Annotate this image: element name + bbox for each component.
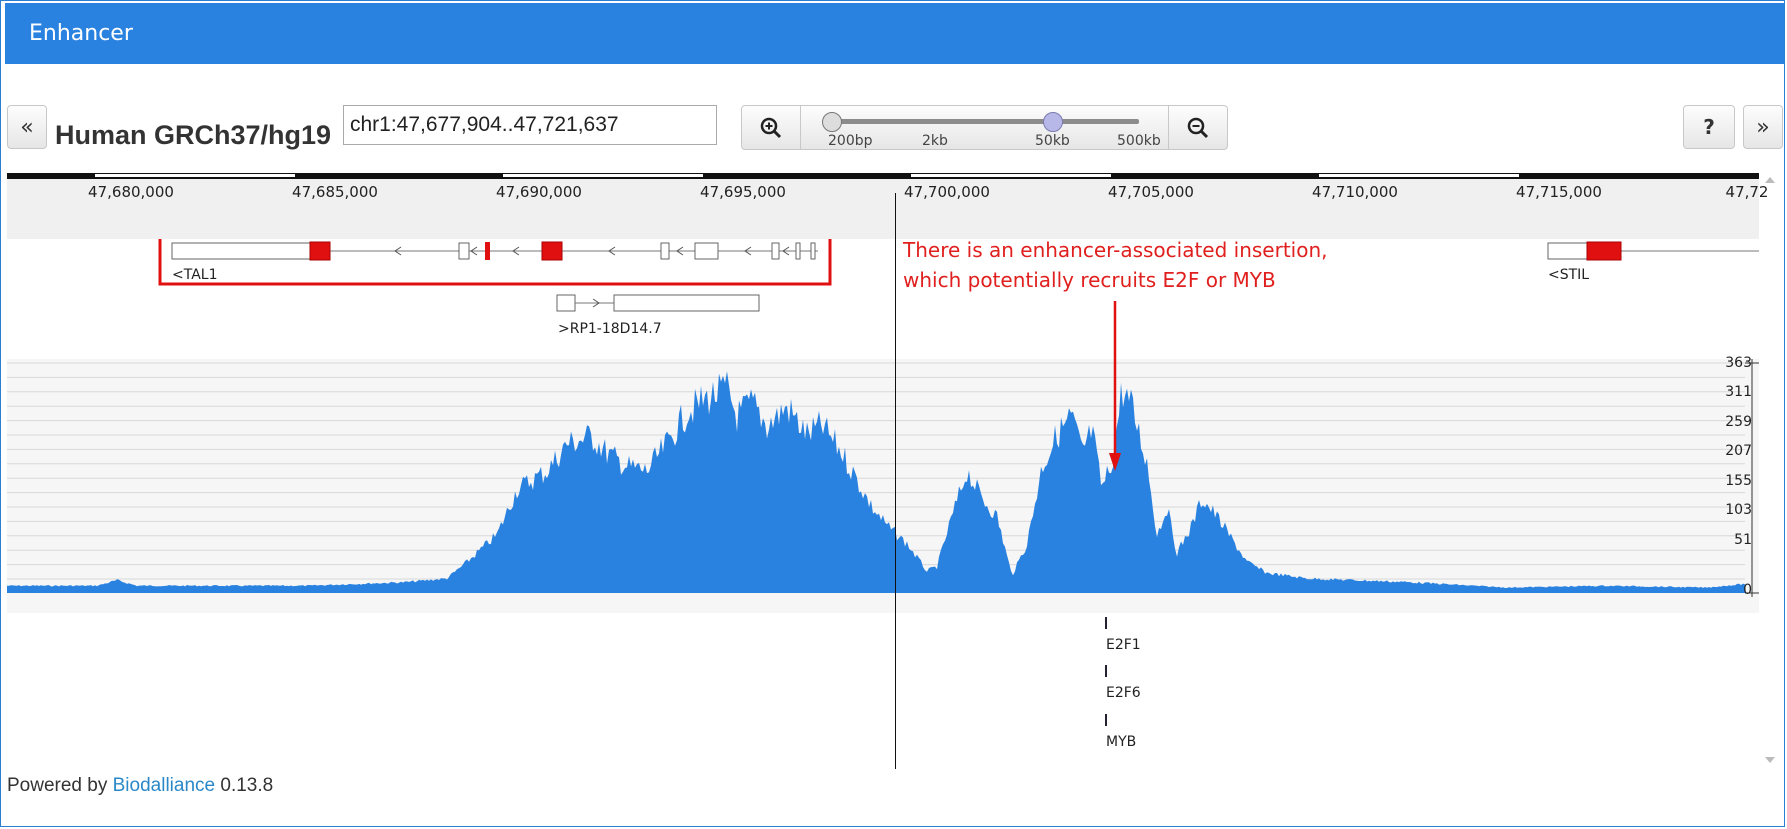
help-icon: ? [1703,115,1715,139]
genome-label: Human GRCh37/hg19 [55,120,332,150]
ruler-label: 47,705,000 [1108,183,1194,201]
y-tick: 51 [1734,532,1752,548]
ruler-label: 47,700,000 [904,183,990,201]
scroll-down-icon[interactable] [1759,753,1781,767]
y-tick: 311 [1725,384,1752,400]
ruler-label: 47,685,000 [292,183,378,201]
scroll-right-button[interactable]: » [1743,105,1783,149]
zoom-in-button[interactable] [742,106,801,149]
tf-label-e2f1: E2F1 [1106,637,1141,653]
y-tick: 363 [1725,355,1752,371]
annotation-arrow [1109,301,1121,471]
footer: Powered by Biodalliance 0.13.8 [7,775,273,797]
center-line [895,193,896,769]
tf-label-myb: MYB [1106,734,1137,750]
gene-label-tal1: <TAL1 [172,267,218,283]
annotation-line-1: There is an enhancer-associated insertio… [903,238,1328,262]
ruler-bar [7,173,1759,179]
signal-track [7,359,1759,613]
y-axis [1745,359,1759,597]
location-input[interactable] [343,105,717,145]
scroll-left-button[interactable]: « [7,105,47,149]
y-tick: 155 [1725,473,1752,489]
gene-rp1[interactable] [556,294,760,312]
tf-label-e2f6: E2F6 [1106,685,1141,701]
y-tick: 0 [1743,582,1752,598]
gene-label-stil: <STIL [1548,267,1590,283]
annotation-line-2: which potentially recruits E2F or MYB [903,268,1276,292]
zoom-label-500kb: 500kb [1117,133,1161,149]
zoom-out-icon [1187,117,1209,138]
double-chevron-left-icon: « [20,114,34,140]
help-button[interactable]: ? [1683,105,1735,149]
scroll-up-icon[interactable] [1759,173,1781,187]
ruler-label: 47,690,000 [496,183,582,201]
ruler-label: 47,710,000 [1312,183,1398,201]
genome-browser[interactable]: 47,680,000 47,685,000 47,690,000 47,695,… [7,173,1768,769]
zoom-label-2kb: 2kb [922,133,948,149]
gene-tal1[interactable] [158,239,832,286]
zoom-label-200bp: 200bp [828,133,873,149]
zoom-slider-handle[interactable] [1043,112,1063,132]
signal-area [7,371,1745,593]
biodalliance-link[interactable]: Biodalliance [112,775,216,796]
tf-track [1105,617,1107,726]
ruler-label: 47,680,000 [88,183,174,201]
zoom-control: 200bp 2kb 50kb 500kb [741,105,1228,150]
y-tick: 207 [1725,443,1752,459]
window-title: Enhancer [29,21,133,46]
zoom-slider-track[interactable] [832,119,1139,124]
annotation-text: There is an enhancer-associated insertio… [903,235,1328,295]
footer-prefix: Powered by [7,775,108,796]
title-bar: Enhancer [5,3,1784,64]
y-tick: 259 [1725,414,1752,430]
y-tick: 103 [1725,502,1752,518]
zoom-label-50kb: 50kb [1035,133,1070,149]
zoom-min-knob[interactable] [822,112,842,132]
gene-label-rp1: >RP1-18D14.7 [558,321,662,337]
ruler-track: 47,680,000 47,685,000 47,690,000 47,695,… [7,173,1768,239]
vertical-scrollbar[interactable] [1759,173,1781,769]
gene-stil[interactable] [1547,241,1759,261]
gene-track [158,239,1759,312]
zoom-out-button[interactable] [1168,106,1227,149]
ruler-label: 47,715,000 [1516,183,1602,201]
ruler-label: 47,695,000 [700,183,786,201]
zoom-in-icon [760,117,782,138]
double-chevron-right-icon: » [1756,114,1770,140]
footer-version: 0.13.8 [220,775,274,796]
ruler-label: 47,72 [1725,183,1769,201]
